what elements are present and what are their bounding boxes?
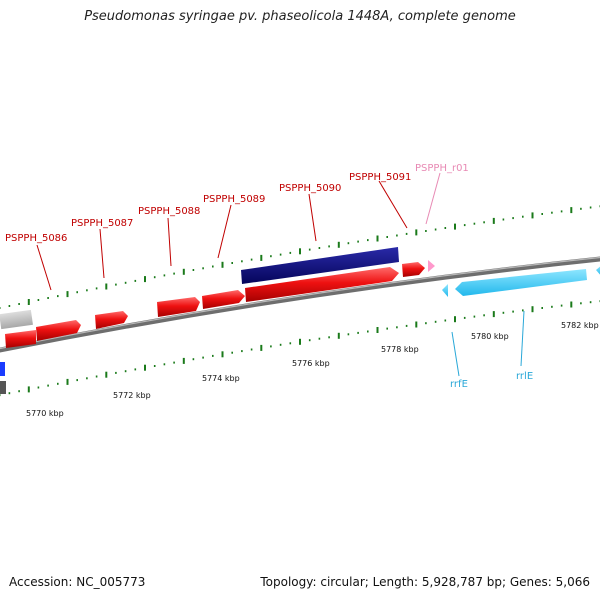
- gene-grey-partial[interactable]: [0, 309, 33, 330]
- gene-label-rrfE: rrfE: [450, 379, 468, 390]
- gene-arrow-5090[interactable]: [245, 267, 399, 302]
- gene-arrow-5087[interactable]: [95, 311, 128, 329]
- scale-label-5772: 5772 kbp: [113, 391, 151, 400]
- gene-arrow-5089[interactable]: [202, 290, 245, 309]
- gene-blue-partial[interactable]: [0, 362, 5, 376]
- gene-label-rrlE: rrlE: [516, 371, 533, 382]
- scale-label-5782: 5782 kbp: [561, 321, 599, 330]
- gene-arrow-5086[interactable]: [36, 320, 81, 341]
- gene-label-5089: PSPPH_5089: [203, 194, 265, 205]
- scale-label-5770: 5770 kbp: [26, 409, 64, 418]
- gene-label-5090: PSPPH_5090: [279, 183, 341, 194]
- gene-arrow-rrfE[interactable]: [442, 284, 448, 297]
- gene-arrow-5086a[interactable]: [5, 330, 36, 348]
- gene-label-5091: PSPPH_5091: [349, 172, 411, 183]
- gene-arrow-5088[interactable]: [157, 297, 200, 317]
- scale-label-5774: 5774 kbp: [202, 374, 240, 383]
- gene-label-5086: PSPPH_5086: [5, 233, 67, 244]
- scale-label-5778: 5778 kbp: [381, 345, 419, 354]
- inner-tick-ring: [0, 300, 600, 397]
- gene-label-r01: PSPPH_r01: [415, 163, 469, 174]
- gene-label-5088: PSPPH_5088: [138, 206, 200, 217]
- gene-darkgrey-partial[interactable]: [0, 381, 6, 394]
- gene-arrow-5091[interactable]: [402, 262, 425, 277]
- gene-arrow-rrlE[interactable]: [455, 269, 587, 296]
- gene-arrow-partial-right[interactable]: [596, 265, 600, 277]
- map-title: Pseudomonas syringae pv. phaseolicola 14…: [84, 9, 516, 24]
- gene-label-5087: PSPPH_5087: [71, 218, 133, 229]
- outer-tick-ring: [0, 205, 600, 309]
- gene-bar-5090-reverse[interactable]: [241, 247, 399, 284]
- gene-arrow-r01[interactable]: [428, 260, 435, 272]
- genome-summary: Topology: circular; Length: 5,928,787 bp…: [260, 575, 590, 589]
- accession-text: Accession: NC_005773: [9, 575, 146, 589]
- genome-backbone: [0, 256, 600, 353]
- label-leaders: [36, 172, 525, 377]
- scale-label-5776: 5776 kbp: [292, 359, 330, 368]
- scale-label-5780: 5780 kbp: [471, 332, 509, 341]
